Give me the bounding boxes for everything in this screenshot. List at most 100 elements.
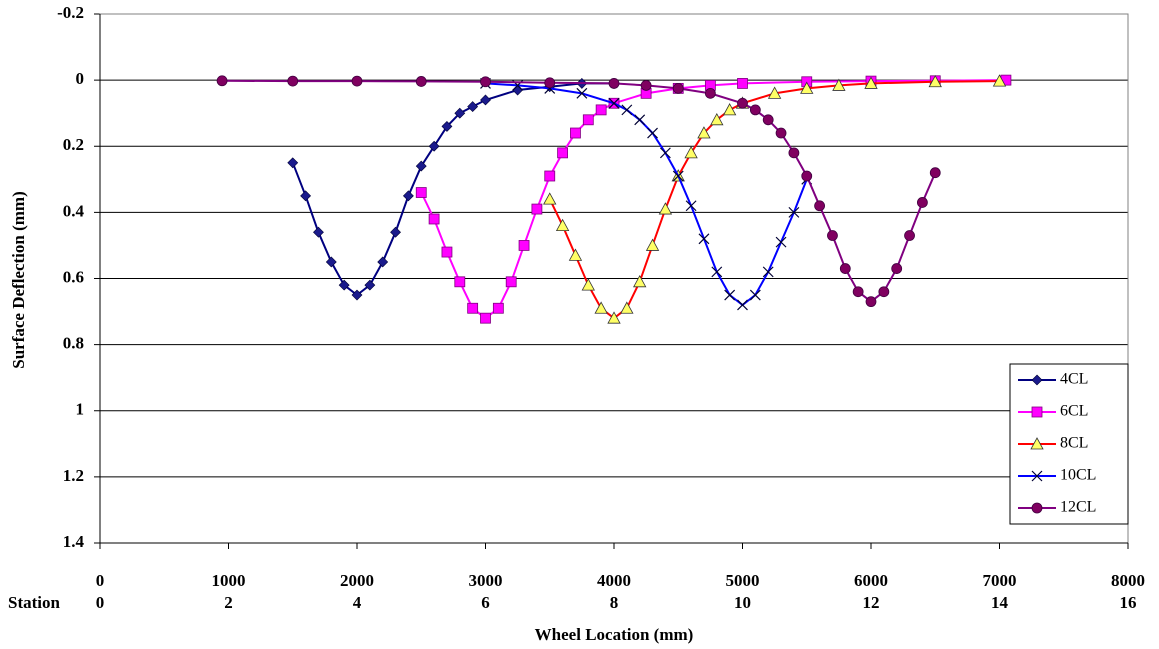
data-point: [710, 112, 724, 126]
data-point: [415, 187, 427, 198]
data-point: [576, 87, 588, 99]
station-tick-label: 6: [481, 593, 490, 612]
data-point: [351, 75, 363, 87]
data-point: [415, 160, 427, 172]
data-point: [865, 296, 877, 308]
station-tick-label: 10: [734, 593, 751, 612]
series-line: [485, 82, 808, 307]
data-point: [480, 94, 491, 106]
data-point: [505, 276, 517, 288]
data-point: [594, 301, 608, 314]
data-point: [543, 192, 557, 205]
y-tick-label: 0.8: [63, 334, 84, 353]
data-point: [633, 274, 647, 288]
x-tick-label: 1000: [212, 571, 246, 590]
y-tick-label: 0.2: [63, 135, 84, 154]
station-tick-label: 12: [863, 593, 880, 612]
data-point: [608, 78, 620, 89]
data-point: [800, 81, 814, 94]
data-point: [832, 78, 846, 91]
data-point: [544, 77, 556, 89]
data-point: [645, 238, 660, 251]
x-tick-label: 3000: [469, 571, 503, 590]
data-point: [441, 120, 453, 132]
data-point: [801, 170, 813, 182]
data-point: [428, 213, 440, 225]
data-point: [531, 203, 543, 215]
data-point: [480, 312, 491, 324]
data-point: [325, 256, 337, 268]
station-tick-label: 8: [610, 593, 619, 612]
data-point: [767, 86, 782, 99]
data-point: [788, 206, 800, 218]
legend-label: 4CL: [1060, 371, 1088, 388]
legend-label: 12CL: [1060, 499, 1096, 516]
legend-marker: [1030, 437, 1044, 450]
y-tick-label: 0.4: [63, 201, 85, 220]
station-label: Station: [8, 593, 61, 612]
data-point: [338, 279, 350, 291]
data-point: [595, 104, 607, 116]
data-point: [704, 87, 716, 99]
data-point: [672, 82, 684, 94]
data-point: [390, 226, 401, 238]
y-tick-label: 1.2: [63, 466, 84, 485]
data-point: [737, 299, 748, 311]
data-point: [608, 97, 620, 109]
series-line: [291, 82, 614, 297]
legend-label: 10CL: [1060, 467, 1096, 484]
data-point: [711, 266, 723, 278]
data-point: [287, 157, 299, 169]
legend: 4CL 6CL 8CL 10CL 12CL: [1009, 363, 1129, 525]
data-point: [492, 302, 504, 314]
data-point: [454, 107, 466, 119]
x-tick-label: 7000: [983, 571, 1017, 590]
data-point: [917, 197, 928, 208]
data-point: [852, 286, 864, 298]
legend-label: 6CL: [1060, 403, 1088, 420]
data-point: [814, 200, 825, 212]
data-point: [454, 276, 466, 288]
data-point: [928, 74, 942, 88]
y-axis-label: Surface Deflection (mm): [9, 191, 28, 369]
data-point: [864, 76, 878, 89]
station-tick-label: 14: [991, 593, 1009, 612]
data-point: [607, 311, 621, 324]
data-point: [582, 114, 594, 126]
data-point: [364, 279, 376, 291]
data-point: [216, 75, 228, 87]
data-point: [518, 240, 530, 251]
data-point: [441, 246, 453, 258]
data-point: [788, 147, 800, 159]
station-tick-label: 16: [1120, 593, 1137, 612]
data-point: [621, 104, 633, 116]
data-point: [659, 147, 671, 159]
y-tick-label: 1: [76, 400, 85, 419]
data-point: [878, 286, 890, 298]
x-tick-label: 5000: [726, 571, 760, 590]
data-point: [929, 167, 941, 179]
data-point: [557, 147, 568, 159]
series-line: [222, 79, 937, 303]
data-point: [685, 200, 697, 212]
legend-marker: [1031, 374, 1043, 386]
data-point: [891, 263, 903, 274]
legend-label: 8CL: [1060, 435, 1088, 452]
data-point: [724, 289, 736, 301]
y-tick-label: 0: [76, 69, 85, 88]
data-point: [581, 278, 595, 291]
y-tick-label: -0.2: [57, 3, 84, 22]
data-point: [428, 140, 440, 152]
data-point: [775, 236, 787, 248]
data-point: [377, 256, 389, 268]
x-tick-label: 0: [96, 571, 105, 590]
data-point: [775, 127, 787, 139]
data-point: [480, 76, 491, 88]
data-point: [555, 218, 570, 231]
data-point: [658, 202, 673, 215]
series-line: [548, 80, 1000, 320]
data-point: [402, 190, 414, 202]
x-tick-label: 8000: [1111, 571, 1145, 590]
data-point: [904, 230, 915, 241]
